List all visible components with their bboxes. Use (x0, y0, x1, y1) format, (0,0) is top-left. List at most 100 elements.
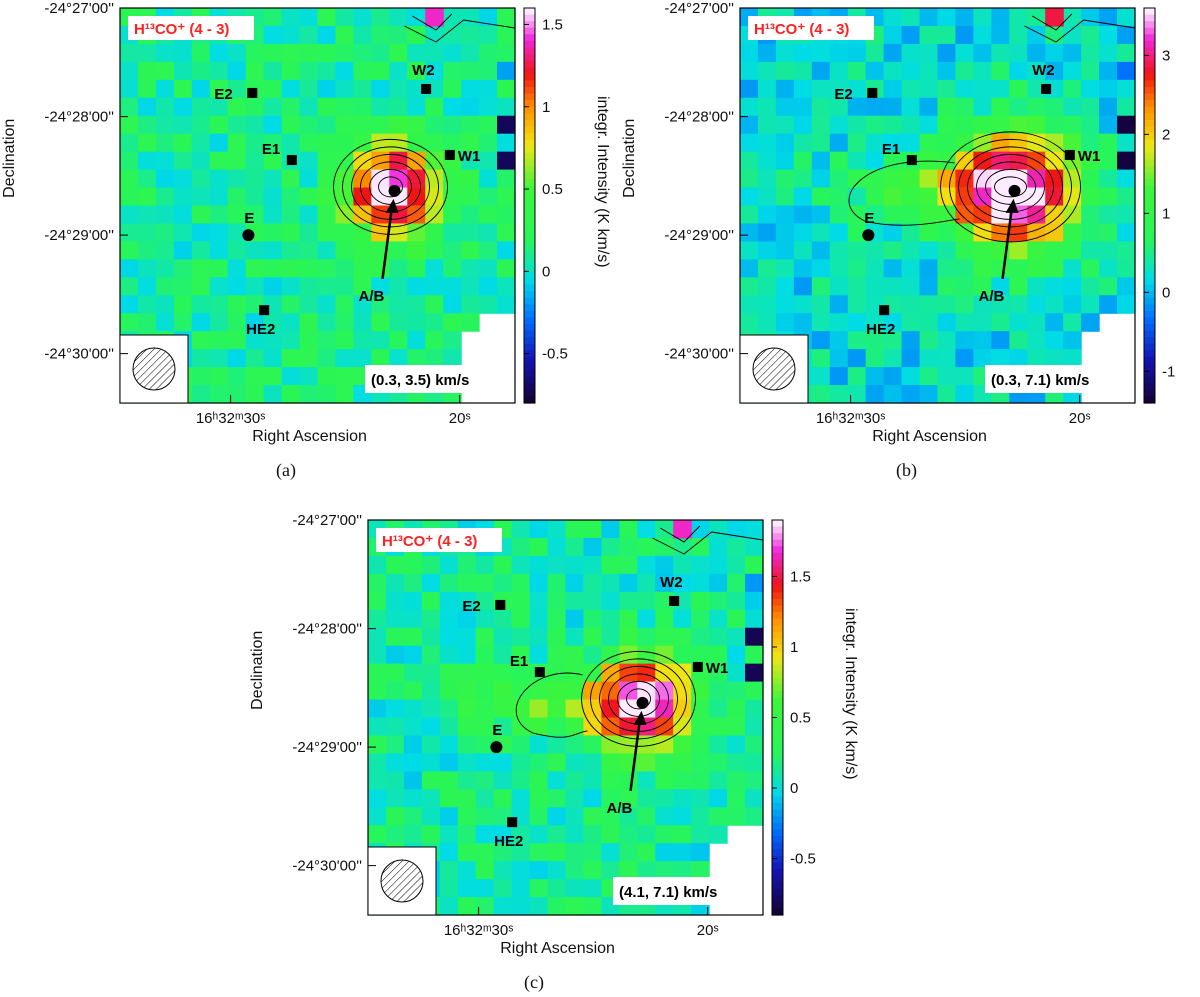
y-tick-label: -24°29'00'' (664, 227, 734, 244)
map-pixel (263, 151, 283, 171)
map-pixel (793, 223, 813, 242)
map-pixel (443, 115, 462, 135)
map-pixel (529, 699, 549, 719)
map-pixel (637, 555, 656, 575)
map-pixel (120, 259, 139, 278)
map-pixel (745, 609, 764, 629)
source-label: E1 (262, 141, 280, 158)
map-pixel (901, 97, 921, 117)
map-pixel (299, 367, 319, 386)
map-pixel (461, 277, 480, 296)
map-pixel (883, 151, 903, 171)
map-pixel (919, 259, 939, 278)
map-pixel (565, 573, 585, 593)
source-label: E1 (882, 141, 900, 158)
map-pixel (385, 591, 405, 611)
map-pixel (583, 609, 602, 629)
map-pixel (547, 825, 567, 844)
map-pixel (368, 807, 387, 826)
map-pixel (740, 169, 759, 189)
map-pixel (511, 591, 531, 611)
map-pixel (973, 295, 992, 314)
contour (404, 13, 516, 43)
map-pixel (637, 825, 656, 844)
map-pixel (775, 115, 795, 135)
map-pixel (368, 681, 387, 701)
map-pixel (919, 331, 939, 350)
map-pixel (479, 97, 498, 117)
map-pixel (757, 205, 777, 225)
map-pixel (1081, 313, 1100, 332)
contour (940, 131, 1081, 243)
map-pixel (173, 187, 193, 207)
map-pixel (299, 8, 319, 27)
map-pixel (865, 43, 885, 63)
map-pixel (461, 313, 480, 332)
map-pixel (740, 205, 759, 225)
map-pixel (209, 259, 229, 278)
map-pixel (281, 331, 301, 350)
map-pixel (847, 259, 867, 278)
map-pixel (263, 97, 283, 117)
map-pixel (565, 807, 585, 826)
map-pixel (439, 771, 459, 790)
map-pixel (919, 295, 939, 314)
map-pixel (919, 385, 939, 404)
map-panel-2: H¹³CO⁺ (4 - 3) (0.3, 7.1) km/s E2 W2 E1 W1 E HE… (621, 0, 1175, 445)
map-pixel (335, 8, 354, 27)
map-pixel (1117, 8, 1136, 27)
map-pixel (1081, 259, 1100, 278)
map-pixel (745, 537, 764, 557)
map-pixel (443, 295, 462, 314)
map-pixel (263, 313, 283, 332)
map-pixel (245, 61, 265, 81)
source-w1: W1 (692, 660, 728, 677)
map-pixel (1027, 349, 1046, 368)
map-pixel (1099, 43, 1118, 63)
map-pixel (955, 295, 974, 314)
map-pixel (547, 807, 567, 826)
map-pixel (368, 735, 387, 754)
map-pixel (619, 771, 638, 790)
map-pixel (209, 187, 229, 207)
map-pixel (619, 735, 638, 754)
y-tick-label: -24°27'00'' (44, 0, 114, 17)
map-pixel (403, 663, 423, 683)
map-pixel (443, 61, 462, 81)
map-pixel (740, 313, 759, 332)
map-pixel (1117, 61, 1136, 81)
map-pixel (245, 259, 265, 278)
map-pixel (421, 663, 441, 683)
map-pixel (353, 241, 372, 260)
map-pixel (691, 645, 710, 665)
map-pixel (371, 61, 390, 81)
map-pixel (439, 825, 459, 844)
map-pixel (1117, 133, 1136, 153)
map-pixel (727, 591, 746, 611)
map-pixel (209, 61, 229, 81)
map-pixel (245, 115, 265, 135)
map-pixel (740, 115, 759, 135)
map-pixel (673, 843, 692, 862)
map-pixel (883, 8, 903, 27)
map-pixel (263, 133, 283, 153)
map-pixel (937, 349, 957, 368)
map-pixel (1081, 205, 1100, 225)
map-pixel (421, 681, 441, 701)
map-pixel (421, 753, 441, 772)
map-pixel (991, 133, 1010, 153)
map-pixel (461, 43, 480, 63)
map-pixel (1081, 241, 1100, 260)
map-pixel (757, 169, 777, 189)
map-pixel (425, 205, 444, 225)
map-pixel (757, 241, 777, 260)
map-pixel (479, 151, 498, 171)
map-pixel (757, 295, 777, 314)
map-pixel (601, 753, 620, 772)
beam-inset (119, 334, 189, 404)
map-pixel (793, 79, 813, 99)
map-pixel (317, 169, 337, 189)
source-e1: E1 (262, 141, 297, 166)
map-pixel (511, 537, 531, 557)
map-pixel (529, 681, 549, 701)
